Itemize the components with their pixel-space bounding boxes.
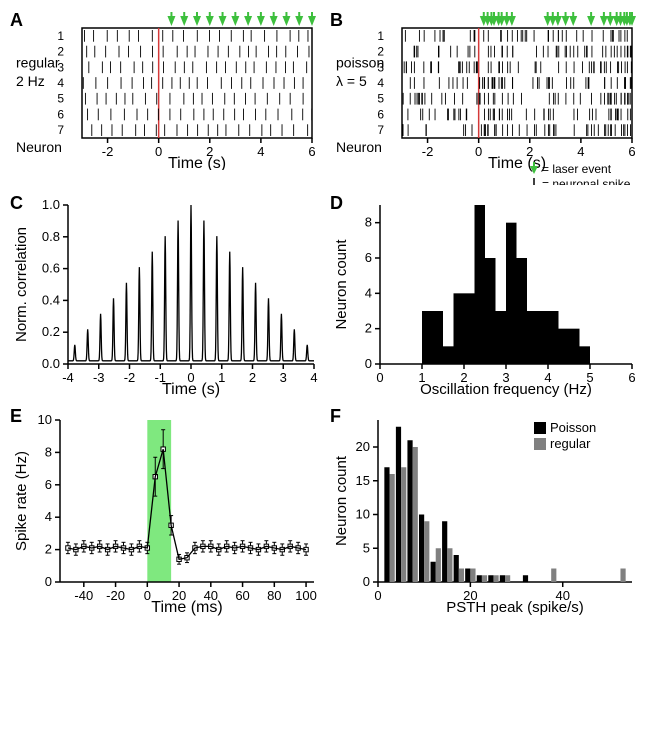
svg-text:Oscillation frequency (Hz): Oscillation frequency (Hz) (420, 381, 592, 398)
svg-text:4: 4 (365, 285, 372, 300)
svg-text:Time (s): Time (s) (168, 155, 226, 170)
svg-text:4: 4 (45, 509, 52, 524)
svg-text:20: 20 (356, 439, 370, 454)
svg-text:1: 1 (57, 29, 64, 43)
svg-text:= neuronal spike: = neuronal spike (542, 177, 631, 185)
svg-text:2 Hz: 2 Hz (16, 73, 45, 89)
svg-text:10: 10 (356, 507, 370, 522)
svg-text:Time (ms): Time (ms) (151, 599, 222, 616)
svg-text:0.6: 0.6 (42, 261, 60, 276)
panel-e: E -40-200204060801000246810Time (ms)Spik… (10, 406, 320, 616)
svg-text:Time (s): Time (s) (488, 155, 546, 172)
svg-text:0: 0 (363, 574, 370, 589)
row-ab: A 1234567-20246Time (s)regular2 HzNeuron… (10, 10, 639, 185)
svg-text:8: 8 (365, 215, 372, 230)
svg-text:60: 60 (235, 588, 249, 603)
svg-text:PSTH peak (spike/s): PSTH peak (spike/s) (446, 599, 584, 616)
svg-text:1: 1 (377, 29, 384, 43)
svg-text:regular: regular (550, 436, 591, 451)
svg-text:regular: regular (16, 54, 60, 70)
svg-text:7: 7 (57, 123, 64, 137)
svg-text:2: 2 (365, 321, 372, 336)
svg-text:10: 10 (38, 412, 52, 427)
svg-text:4: 4 (310, 370, 317, 385)
svg-text:0: 0 (155, 144, 162, 159)
svg-text:100: 100 (295, 588, 317, 603)
svg-text:= laser event: = laser event (542, 162, 612, 176)
svg-text:5: 5 (57, 92, 64, 106)
figure: A 1234567-20246Time (s)regular2 HzNeuron… (10, 10, 639, 616)
panel-f-label: F (330, 406, 341, 427)
raster-poisson: 1234567-20246Time (s)poissonλ = 5Neuron=… (330, 10, 640, 185)
svg-text:Neuron count: Neuron count (333, 239, 350, 330)
svg-text:4: 4 (377, 76, 384, 90)
svg-text:6: 6 (308, 144, 315, 159)
svg-text:6: 6 (45, 477, 52, 492)
panel-a-label: A (10, 10, 23, 31)
raster-regular: 1234567-20246Time (s)regular2 HzNeuron (10, 10, 320, 170)
svg-text:Neuron: Neuron (16, 139, 62, 155)
svg-text:15: 15 (356, 473, 370, 488)
panel-d: D 012345602468Oscillation frequency (Hz)… (330, 193, 640, 398)
svg-text:-20: -20 (106, 588, 125, 603)
row-cd: C -4-3-2-1012340.00.20.40.60.81.0Time (s… (10, 193, 639, 398)
svg-text:2: 2 (249, 370, 256, 385)
autocorr-plot: -4-3-2-1012340.00.20.40.60.81.0Time (s)N… (10, 193, 320, 398)
svg-text:0: 0 (376, 370, 383, 385)
svg-text:4: 4 (577, 144, 584, 159)
svg-text:λ = 5: λ = 5 (336, 73, 367, 89)
svg-text:-2: -2 (124, 370, 136, 385)
panel-b-label: B (330, 10, 343, 31)
svg-text:-3: -3 (93, 370, 105, 385)
oscfreq-hist: 012345602468Oscillation frequency (Hz)Ne… (330, 193, 640, 398)
svg-text:poisson: poisson (336, 54, 384, 70)
svg-text:Norm. correlation: Norm. correlation (13, 227, 30, 342)
svg-text:-40: -40 (74, 588, 93, 603)
svg-text:-4: -4 (62, 370, 74, 385)
svg-text:2: 2 (45, 542, 52, 557)
svg-text:80: 80 (267, 588, 281, 603)
panel-b: B 1234567-20246Time (s)poissonλ = 5Neuro… (330, 10, 640, 185)
svg-text:6: 6 (628, 144, 635, 159)
svg-text:0: 0 (45, 574, 52, 589)
svg-text:0.0: 0.0 (42, 356, 60, 371)
svg-text:0.8: 0.8 (42, 229, 60, 244)
svg-text:Neuron: Neuron (336, 139, 382, 155)
svg-text:0.4: 0.4 (42, 292, 60, 307)
panel-d-label: D (330, 193, 343, 214)
svg-text:Neuron count: Neuron count (333, 455, 350, 546)
svg-text:6: 6 (57, 107, 64, 121)
psth-plot: -40-200204060801000246810Time (ms)Spike … (10, 406, 320, 616)
svg-text:5: 5 (363, 540, 370, 555)
svg-text:Time (s): Time (s) (162, 381, 220, 398)
panel-f: F 0204005101520PoissonregularPSTH peak (… (330, 406, 640, 616)
svg-text:4: 4 (57, 76, 64, 90)
svg-text:0: 0 (365, 356, 372, 371)
svg-text:5: 5 (377, 92, 384, 106)
psthpeak-hist: 0204005101520PoissonregularPSTH peak (sp… (330, 406, 640, 616)
svg-text:0: 0 (374, 588, 381, 603)
row-ef: E -40-200204060801000246810Time (ms)Spik… (10, 406, 639, 616)
svg-text:7: 7 (377, 123, 384, 137)
svg-text:3: 3 (280, 370, 287, 385)
svg-text:-2: -2 (422, 144, 434, 159)
svg-text:1.0: 1.0 (42, 197, 60, 212)
svg-text:6: 6 (377, 107, 384, 121)
panel-c-label: C (10, 193, 23, 214)
svg-text:0: 0 (475, 144, 482, 159)
svg-text:0.2: 0.2 (42, 324, 60, 339)
svg-text:Spike rate (Hz): Spike rate (Hz) (13, 451, 30, 551)
svg-text:Poisson: Poisson (550, 420, 596, 435)
svg-text:4: 4 (257, 144, 264, 159)
panel-e-label: E (10, 406, 22, 427)
panel-a: A 1234567-20246Time (s)regular2 HzNeuron (10, 10, 320, 185)
panel-c: C -4-3-2-1012340.00.20.40.60.81.0Time (s… (10, 193, 320, 398)
svg-text:8: 8 (45, 444, 52, 459)
svg-text:6: 6 (628, 370, 635, 385)
svg-text:6: 6 (365, 250, 372, 265)
svg-text:0: 0 (144, 588, 151, 603)
svg-text:-2: -2 (102, 144, 114, 159)
